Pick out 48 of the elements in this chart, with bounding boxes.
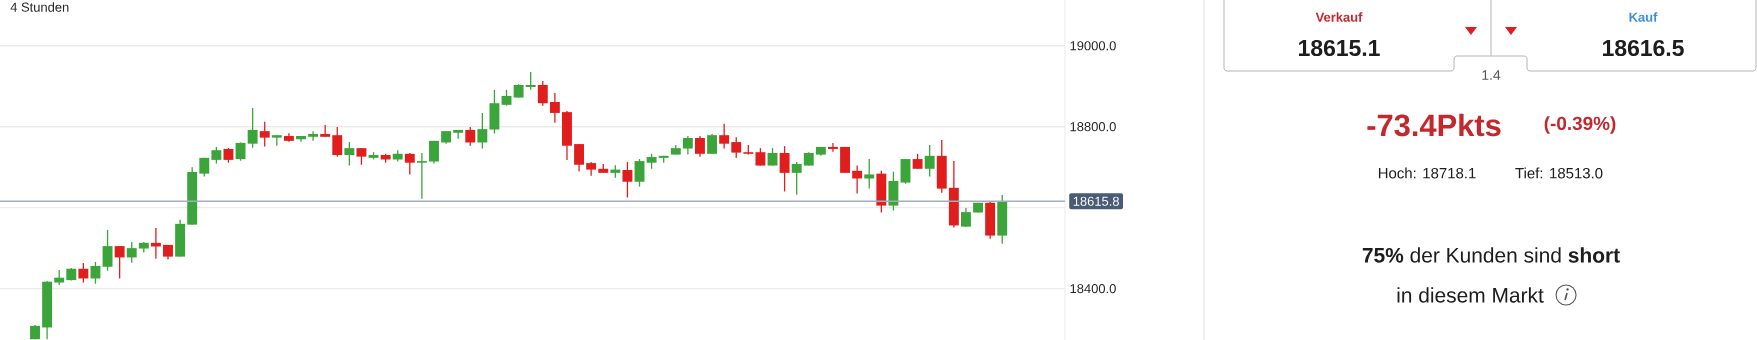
candlestick — [308, 130, 319, 142]
text: 1.4 — [1482, 70, 1501, 80]
text: -73.4Pkts — [1367, 113, 1501, 137]
text: 18615.1 — [1299, 39, 1380, 57]
y-tick-label: 18400.0 — [1070, 284, 1116, 294]
candlestick — [779, 145, 790, 193]
candlestick — [960, 207, 971, 228]
text: Tief: 18513.0 — [1515, 167, 1603, 179]
candlestick — [828, 142, 838, 153]
text: Hoch: 18718.1 — [1378, 167, 1476, 179]
text: in diesem Markt — [1397, 287, 1544, 303]
candlestick — [344, 141, 355, 167]
candlestick — [259, 121, 270, 148]
candlestick — [416, 152, 427, 200]
candlestick — [864, 158, 875, 190]
y-tick-label: 19000.0 — [1070, 41, 1116, 51]
text: 18616.5 — [1603, 39, 1684, 57]
candlestick — [574, 143, 585, 173]
text: Kauf — [1629, 12, 1658, 22]
candlestick — [634, 158, 645, 188]
candlestick — [924, 144, 935, 178]
text: Verkauf — [1315, 12, 1363, 22]
candlestick — [622, 161, 633, 199]
text: 75% der Kunden sind short — [1362, 247, 1620, 263]
candlestick — [477, 112, 488, 150]
candlestick — [465, 126, 476, 147]
candlestick — [731, 136, 742, 159]
candlestick — [707, 133, 718, 155]
candlestick — [114, 245, 125, 280]
candlestick — [78, 262, 89, 284]
candlestick — [549, 92, 560, 124]
candlestick — [404, 152, 415, 176]
candlestick — [682, 135, 693, 156]
y-tick-label: 18800.0 — [1070, 122, 1116, 132]
candlestick — [852, 164, 863, 195]
candlestick — [150, 227, 161, 260]
candlestick — [719, 123, 730, 150]
candlestick — [247, 107, 258, 149]
candlestick — [332, 126, 343, 158]
candlestick — [791, 161, 802, 196]
candlestick — [537, 80, 548, 107]
chart-title: 4 Stunden — [10, 2, 69, 12]
text: (-0.39%) — [1544, 116, 1616, 134]
candlestick — [695, 135, 705, 158]
candlestick — [900, 158, 911, 185]
candlestick — [126, 241, 137, 264]
ref-line-label: 18615.8 — [1073, 196, 1119, 206]
candlestick — [102, 229, 113, 272]
